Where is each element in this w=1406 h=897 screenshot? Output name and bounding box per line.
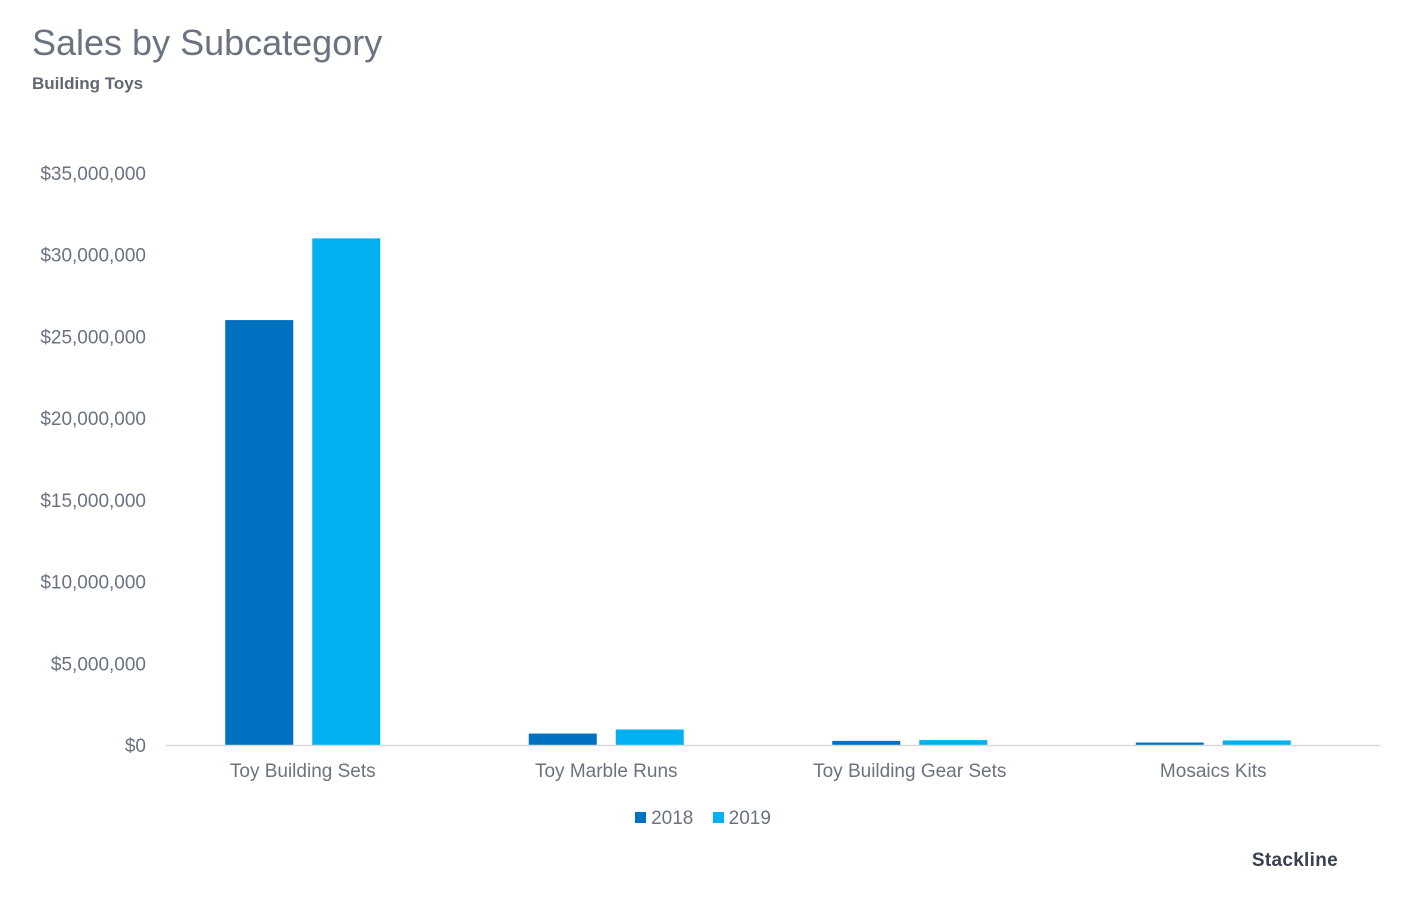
bar-2018-mosaics-kits: [1135, 742, 1204, 745]
y-tick-label: $0: [125, 736, 146, 757]
x-tick-label: Mosaics Kits: [1160, 761, 1267, 782]
bars: [225, 238, 1291, 745]
y-tick-label: $10,000,000: [40, 573, 146, 594]
x-axis: Toy Building Sets Toy Marble Runs Toy Buil…: [230, 761, 1267, 782]
y-tick-label: $30,000,000: [40, 246, 146, 267]
bar-2019-mosaics-kits: [1222, 740, 1291, 745]
bar-2018-toy-building-sets: [225, 320, 294, 745]
x-tick-label: Toy Building Gear Sets: [813, 761, 1006, 782]
y-tick-label: $35,000,000: [40, 164, 146, 185]
legend-label-2019: 2019: [728, 808, 771, 829]
y-tick-label: $5,000,000: [51, 654, 146, 675]
y-axis: $0 $5,000,000 $10,000,000 $15,000,000 $20,00…: [40, 164, 146, 757]
legend-swatch-2018: [635, 812, 647, 823]
x-tick-label: Toy Marble Runs: [535, 761, 678, 782]
bar-2018-toy-building-gear-sets: [832, 740, 901, 745]
bar-2018-toy-marble-runs: [528, 733, 597, 745]
legend-item-2019: 2019: [712, 808, 771, 830]
legend: 2018 2019: [0, 808, 1406, 830]
legend-swatch-2019: [712, 812, 724, 823]
y-tick-label: $20,000,000: [40, 409, 146, 430]
chart-title: Sales by Subcategory: [32, 22, 383, 63]
chart-subtitle: Building Toys: [32, 74, 144, 93]
legend-label-2018: 2018: [651, 808, 694, 829]
brand-logo: Stackline: [1251, 850, 1338, 871]
bar-2019-toy-building-gear-sets: [919, 740, 988, 745]
y-tick-label: $25,000,000: [40, 327, 146, 348]
bar-2019-toy-marble-runs: [615, 729, 684, 745]
bar-2019-toy-building-sets: [312, 238, 381, 745]
y-tick-label: $15,000,000: [40, 491, 146, 512]
x-tick-label: Toy Building Sets: [230, 761, 376, 782]
legend-item-2018: 2018: [635, 808, 693, 830]
